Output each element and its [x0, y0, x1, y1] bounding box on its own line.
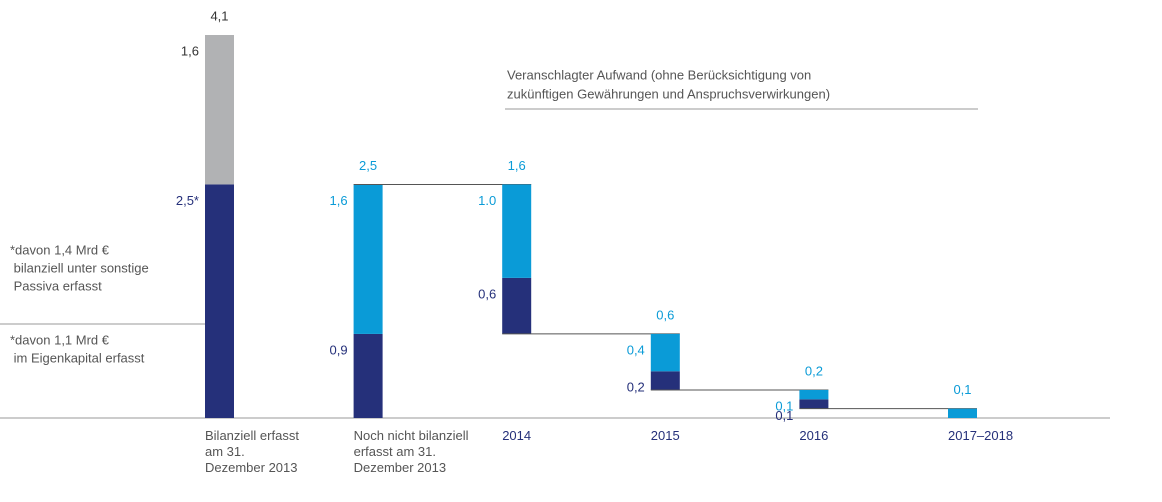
bar-segment [948, 408, 977, 418]
total-label: 2,5 [359, 158, 377, 173]
value-label: 1,6 [181, 43, 199, 58]
value-label: 0,1 [775, 408, 793, 423]
value-label: 0,4 [627, 342, 645, 357]
total-label: 4,1 [210, 8, 228, 23]
bar-segment [353, 333, 383, 418]
note: *davon 1,1 Mrd € [10, 332, 110, 347]
category-label: 2016 [799, 428, 829, 443]
value-label: 0,2 [627, 380, 645, 395]
bar-segment [502, 277, 532, 334]
bar-segment [799, 389, 829, 400]
category-label: 2017–2018 [948, 428, 1014, 443]
total-label: 1,6 [508, 158, 526, 173]
total-label: 0,2 [805, 363, 823, 378]
bar-segment [650, 333, 680, 372]
category-label: 2014 [502, 428, 532, 443]
annotation: zukünftigen Gewährungen und Anspruchsver… [507, 86, 830, 101]
bar-segment [205, 35, 234, 185]
value-label: 1.0 [478, 193, 496, 208]
note: Passiva erfasst [10, 278, 102, 293]
annotation: Veranschlagter Aufwand (ohne Berücksicht… [507, 67, 811, 82]
bar-segment [650, 371, 680, 390]
bar-segment [205, 184, 234, 418]
bar-segment [799, 399, 829, 409]
value-label: 0,9 [330, 342, 348, 357]
note: im Eigenkapital erfasst [10, 350, 145, 365]
category-label: Bilanziell erfasst am 31. Dezember 2013 [205, 428, 299, 475]
value-label: 2,5* [176, 193, 199, 208]
note: *davon 1,4 Mrd € [10, 242, 110, 257]
total-label: 0,6 [656, 307, 674, 322]
value-label: 0,6 [478, 286, 496, 301]
bar-segment [502, 184, 532, 278]
category-label: Noch nicht bilanziell erfasst am 31. Dez… [353, 428, 469, 475]
value-label: 0,1 [775, 398, 793, 413]
bar-segment [353, 184, 383, 334]
category-label: 2015 [650, 428, 680, 443]
value-label: 1,6 [330, 193, 348, 208]
note: bilanziell unter sonstige [10, 260, 149, 275]
total-label: 0,1 [953, 382, 971, 397]
